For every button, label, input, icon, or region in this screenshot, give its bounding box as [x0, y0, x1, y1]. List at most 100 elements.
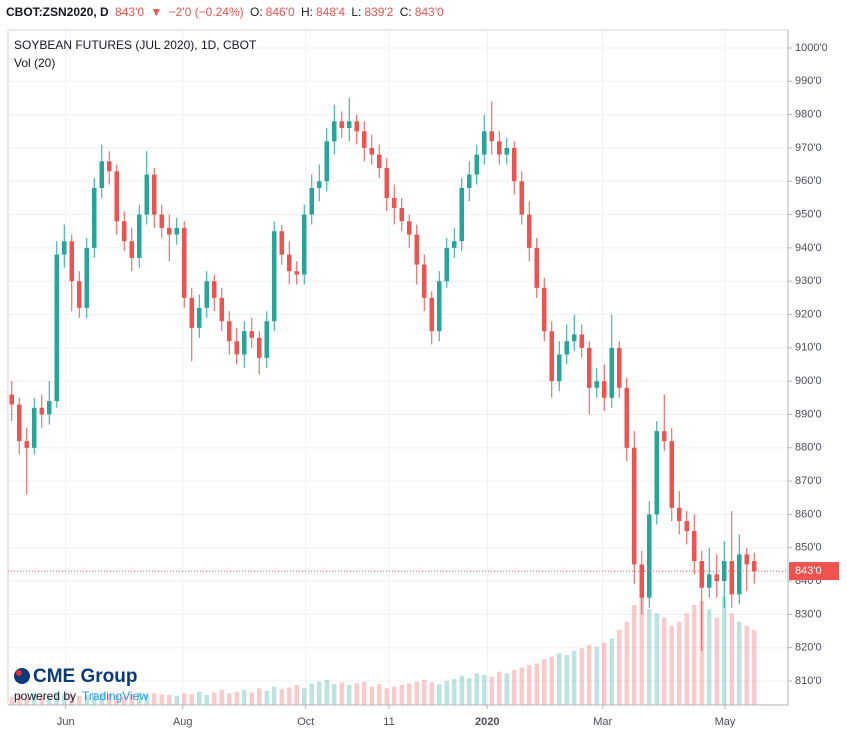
volume-bar: [512, 670, 517, 705]
candle-body: [227, 321, 232, 342]
volume-bar: [482, 675, 487, 705]
change: −2'0 (−0.24%): [168, 5, 244, 19]
candle-body: [737, 554, 742, 595]
high-label: H:: [301, 5, 313, 19]
volume-bar: [737, 621, 742, 705]
volume-bar: [122, 695, 127, 705]
candle-body: [137, 214, 142, 258]
y-tick-label: 860'0: [795, 508, 822, 520]
close: 843'0: [414, 5, 444, 19]
candle-body: [699, 561, 704, 588]
candle-body: [167, 227, 172, 235]
volume-bar: [302, 688, 307, 705]
volume-bar: [572, 650, 577, 705]
candle-body: [684, 521, 689, 532]
candle-body: [527, 214, 532, 248]
candle-body: [92, 187, 97, 248]
candle-body: [39, 407, 44, 415]
candle-body: [302, 214, 307, 275]
x-tick-label: Aug: [173, 716, 193, 728]
low: 839'2: [364, 5, 394, 19]
header: CBOT:ZSN2020, D 843'0 ▼ −2'0 (−0.24%) O:…: [6, 5, 447, 19]
symbol: CBOT:ZSN2020, D: [6, 5, 109, 19]
volume-bar: [714, 617, 719, 705]
volume-bar: [557, 653, 562, 705]
grid: [8, 30, 788, 705]
volume-bar: [362, 681, 367, 705]
y-tick-label: 810'0: [795, 675, 822, 687]
candle-body: [594, 381, 599, 388]
volume-bar: [189, 694, 194, 705]
volume-bar: [197, 691, 202, 705]
candle-body: [152, 174, 157, 215]
candle-body: [654, 431, 659, 515]
candle-body: [242, 331, 247, 355]
volume-bar: [249, 692, 254, 705]
volume-bar: [467, 678, 472, 705]
volume-bar: [722, 596, 727, 705]
volume-bar: [647, 609, 652, 705]
x-tick-label: Oct: [297, 716, 314, 728]
candle-body: [624, 387, 629, 448]
candle-body: [339, 121, 344, 128]
candle-body: [557, 354, 562, 382]
volume-bar: [77, 695, 82, 705]
y-tick-label: 880'0: [795, 442, 822, 454]
candle-body: [204, 281, 209, 308]
volume-bar: [662, 617, 667, 705]
candle-body: [542, 287, 547, 332]
volume-bar: [377, 684, 382, 705]
candle-body: [669, 441, 674, 508]
volume-bar: [294, 685, 299, 705]
volume-bar: [534, 663, 539, 705]
volume-bar: [414, 681, 419, 705]
volume-bar: [32, 693, 37, 705]
volume-bar: [624, 621, 629, 705]
y-tick-label: 970'0: [795, 142, 822, 154]
volume-bar: [9, 696, 14, 705]
chart-title: SOYBEAN FUTURES (JUL 2020), 1D, CBOT: [14, 38, 257, 52]
volume-bar: [227, 693, 232, 705]
candle-body: [129, 241, 134, 258]
volume-bar: [47, 696, 52, 705]
volume-bar: [212, 692, 217, 705]
volume-bar: [234, 691, 239, 705]
candle-body: [512, 147, 517, 182]
volume-bar: [62, 694, 67, 705]
volume-bar: [669, 625, 674, 705]
volume-bar: [242, 690, 247, 705]
candle-body: [324, 141, 329, 182]
y-tick-label: 830'0: [795, 608, 822, 620]
volume-bar: [744, 625, 749, 705]
high: 848'4: [316, 5, 345, 19]
candle-body: [482, 131, 487, 155]
volume-bar: [317, 681, 322, 705]
volume-bar: [602, 642, 607, 705]
candle-body: [47, 401, 52, 415]
volume-bar: [144, 695, 149, 705]
candle-body: [489, 131, 494, 142]
volume-bar: [107, 693, 112, 705]
volume-bar: [699, 600, 704, 705]
candle-body: [407, 221, 412, 235]
volume-bar: [594, 646, 599, 705]
volume-bar: [587, 645, 592, 705]
volume-bar: [489, 676, 494, 705]
volume-bar: [632, 605, 637, 705]
candle-body: [632, 447, 637, 565]
candle-body: [399, 207, 404, 222]
volume-bar: [152, 693, 157, 705]
volume-bar: [474, 673, 479, 705]
candle-body: [257, 337, 262, 358]
volume-bar: [339, 682, 344, 705]
candle-body: [69, 241, 74, 282]
volume-bar: [579, 648, 584, 705]
volume-bar: [204, 695, 209, 705]
candle-body: [414, 234, 419, 265]
candle-body: [99, 161, 104, 188]
y-tick-label: 940'0: [795, 242, 822, 254]
candle-body: [384, 167, 389, 198]
candle-body: [197, 307, 202, 328]
candle-body: [497, 141, 502, 155]
volume-bar: [707, 609, 712, 705]
